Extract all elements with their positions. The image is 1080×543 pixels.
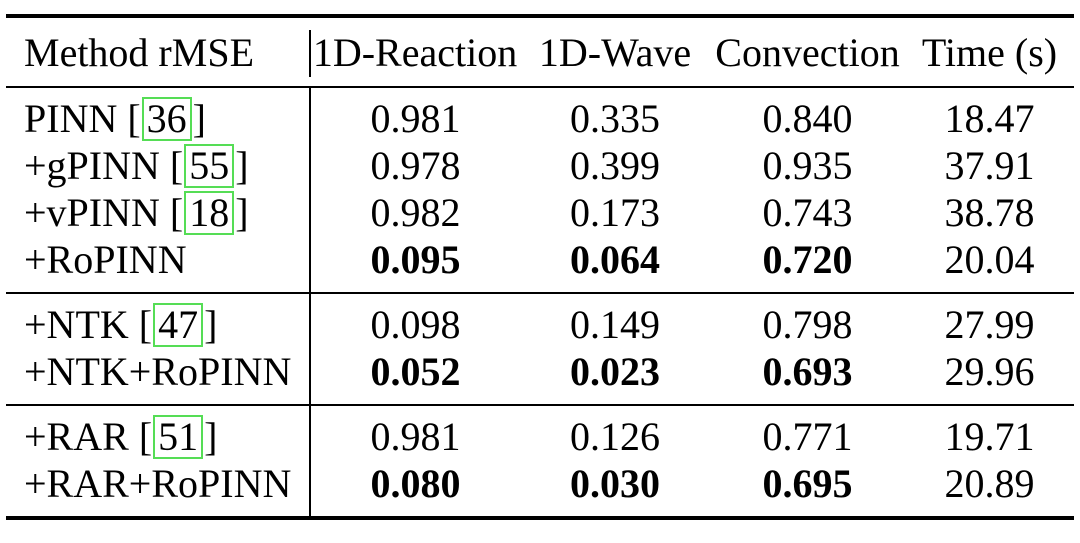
table-row: +gPINN [55] 0.978 0.399 0.935 37.91 [6,142,1074,189]
method-label: +NTK+RoPINN [6,348,311,405]
column-header-1d-reaction: 1D-Reaction [312,29,518,75]
method-label: +RoPINN [6,236,311,293]
metric-value: 0.399 [570,143,660,188]
table-row: +NTK [47] 0.098 0.149 0.798 27.99 [6,293,1074,348]
column-header-1d-wave: 1D-Wave [538,29,692,75]
column-header-method: Method rMSE [6,16,311,87]
table-row: +RoPINN 0.095 0.064 0.720 20.04 [6,236,1074,293]
time-value: 29.96 [944,349,1035,394]
column-header-convection: Convection [715,29,900,75]
table-header: Method rMSE 1D-Reaction 1D-Wave Convecti… [6,16,1074,87]
method-label: +gPINN [55] [6,142,311,189]
metric-value: 0.743 [762,190,853,235]
citation-link[interactable]: 55 [184,144,235,188]
metric-value: 0.064 [570,237,660,282]
metric-value: 0.798 [762,302,853,347]
time-value: 27.99 [944,302,1035,347]
citation-link[interactable]: 51 [153,415,204,459]
table-row: +NTK+RoPINN 0.052 0.023 0.693 29.96 [6,348,1074,405]
method-label: +RAR [51] [6,405,311,460]
method-label: PINN [36] [6,87,311,142]
table-group-baselines: PINN [36] 0.981 0.335 0.840 18.47 +gPINN [55]… [6,87,1074,293]
time-value: 37.91 [944,143,1035,188]
metric-value: 0.981 [370,414,461,459]
metric-value: 0.080 [370,461,461,506]
metric-value: 0.771 [762,414,853,459]
time-value: 20.89 [944,461,1035,506]
time-value: 18.47 [944,96,1035,141]
table-row: +vPINN [18] 0.982 0.173 0.743 38.78 [6,189,1074,236]
metric-value: 0.978 [370,143,461,188]
metric-value: 0.982 [370,190,461,235]
header-row: Method rMSE 1D-Reaction 1D-Wave Convecti… [6,16,1074,87]
method-label: +NTK [47] [6,293,311,348]
time-value: 19.71 [944,414,1035,459]
results-table: Method rMSE 1D-Reaction 1D-Wave Convecti… [6,14,1074,520]
method-label: +vPINN [18] [6,189,311,236]
method-label: +RAR+RoPINN [6,460,311,518]
citation-link[interactable]: 36 [141,97,192,141]
citation-link[interactable]: 47 [153,303,204,347]
metric-value: 0.126 [570,414,660,459]
citation-link[interactable]: 18 [184,191,235,235]
table-group-rar: +RAR [51] 0.981 0.126 0.771 19.71 +RAR+RoPINN… [6,405,1074,518]
table-row: +RAR+RoPINN 0.080 0.030 0.695 20.89 [6,460,1074,518]
time-value: 38.78 [944,190,1035,235]
table-group-ntk: +NTK [47] 0.098 0.149 0.798 27.99 +NTK+RoPINN… [6,293,1074,405]
metric-value: 0.693 [762,349,853,394]
metric-value: 0.149 [570,302,660,347]
metric-value: 0.095 [370,237,461,282]
paper-table-region: Method rMSE 1D-Reaction 1D-Wave Convecti… [6,14,1074,520]
metric-value: 0.335 [570,96,660,141]
metric-value: 0.173 [570,190,660,235]
metric-value: 0.840 [762,96,853,141]
metric-value: 0.720 [762,237,853,282]
metric-value: 0.695 [762,461,853,506]
table-row: +RAR [51] 0.981 0.126 0.771 19.71 [6,405,1074,460]
metric-value: 0.935 [762,143,853,188]
metric-value: 0.030 [570,461,660,506]
table-row: PINN [36] 0.981 0.335 0.840 18.47 [6,87,1074,142]
metric-value: 0.098 [370,302,461,347]
time-value: 20.04 [944,237,1035,282]
metric-value: 0.981 [370,96,461,141]
metric-value: 0.052 [370,349,461,394]
column-header-time: Time (s) [921,29,1058,75]
metric-value: 0.023 [570,349,660,394]
